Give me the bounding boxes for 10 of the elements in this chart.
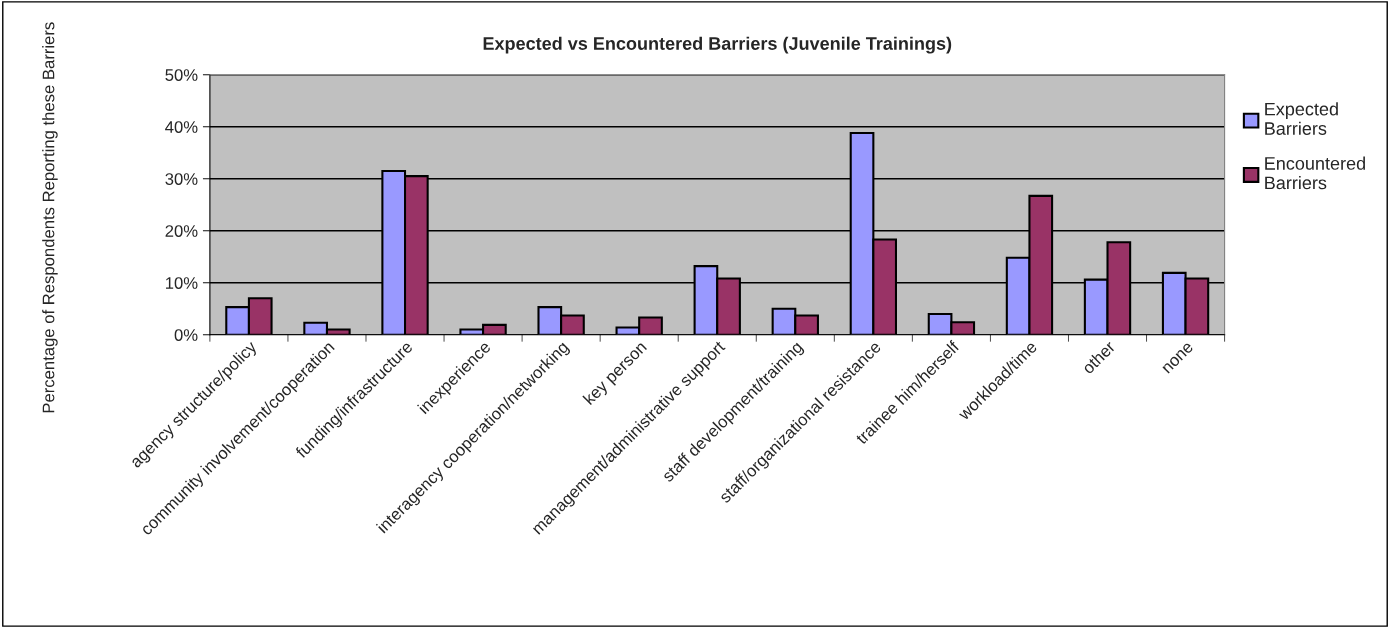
chart-title: Expected vs Encountered Barriers (Juvenile Trainings)	[483, 36, 952, 54]
y-tick-label: 50%	[165, 69, 198, 81]
y-tick-label: 0%	[174, 329, 198, 341]
y-tick-label: 40%	[165, 121, 198, 133]
y-axis-title: Percentage of Respondents Reporting these Barriers	[42, 22, 58, 413]
legend-label: Expected Barriers	[1265, 102, 1338, 135]
y-tick-label: 10%	[166, 277, 198, 289]
y-tick-label: 30%	[165, 173, 198, 185]
y-tick-label: 20%	[165, 225, 198, 237]
legend-label: Encountered Barriers	[1265, 156, 1365, 190]
